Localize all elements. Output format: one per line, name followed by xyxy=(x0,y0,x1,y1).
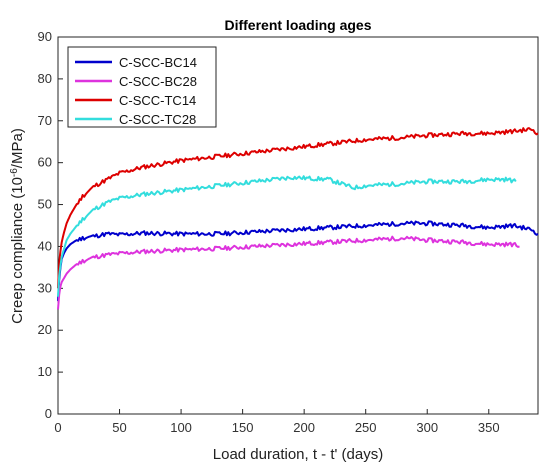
x-tick-label: 200 xyxy=(293,420,315,435)
x-tick-label: 350 xyxy=(478,420,500,435)
x-tick-label: 50 xyxy=(112,420,126,435)
series-line-c-scc-tc14 xyxy=(57,127,539,289)
legend-box xyxy=(67,46,217,128)
series-line-c-scc-bc28 xyxy=(57,235,520,310)
x-axis-ticks: 0 50 100 150 200 250 300 350 xyxy=(54,409,500,435)
y-tick-label: 60 xyxy=(38,155,52,170)
y-axis-ticks: 0 10 20 30 40 50 60 70 80 90 xyxy=(38,29,63,421)
y-tick-label: 70 xyxy=(38,113,52,128)
x-tick-label: 0 xyxy=(54,420,61,435)
chart-title: Different loading ages xyxy=(224,17,371,33)
x-tick-label: 300 xyxy=(416,420,438,435)
series-line-c-scc-tc28 xyxy=(57,175,517,297)
y-tick-label: 20 xyxy=(38,322,52,337)
x-tick-label: 150 xyxy=(232,420,254,435)
x-axis-label: Load duration, t - t' (days) xyxy=(213,446,383,463)
series-line-c-scc-bc14 xyxy=(57,220,539,301)
legend-label: C-SCC-TC14 xyxy=(119,93,196,108)
y-tick-label: 50 xyxy=(38,197,52,212)
y-tick-label: 90 xyxy=(38,29,52,44)
legend: C-SCC-BC14 C-SCC-BC28 C-SCC-TC14 C-SCC-TC28 xyxy=(67,46,217,128)
y-tick-label: 0 xyxy=(45,406,52,421)
y-axis-label-main: Creep compliance (10 xyxy=(9,177,26,324)
x-tick-label: 250 xyxy=(355,420,377,435)
y-axis-label: Creep compliance (10-6/MPa) xyxy=(9,128,27,324)
y-tick-label: 80 xyxy=(38,71,52,86)
legend-label: C-SCC-BC28 xyxy=(119,74,197,89)
legend-label: C-SCC-BC14 xyxy=(119,55,197,70)
y-tick-label: 30 xyxy=(38,280,52,295)
x-tick-label: 100 xyxy=(170,420,192,435)
y-tick-label: 40 xyxy=(38,238,52,253)
y-tick-label: 10 xyxy=(38,364,52,379)
legend-label: C-SCC-TC28 xyxy=(119,112,196,127)
series-lines xyxy=(57,127,539,310)
y-axis-label-unit: /MPa) xyxy=(9,128,26,168)
y-axis-label-exponent: -6 xyxy=(9,168,20,177)
